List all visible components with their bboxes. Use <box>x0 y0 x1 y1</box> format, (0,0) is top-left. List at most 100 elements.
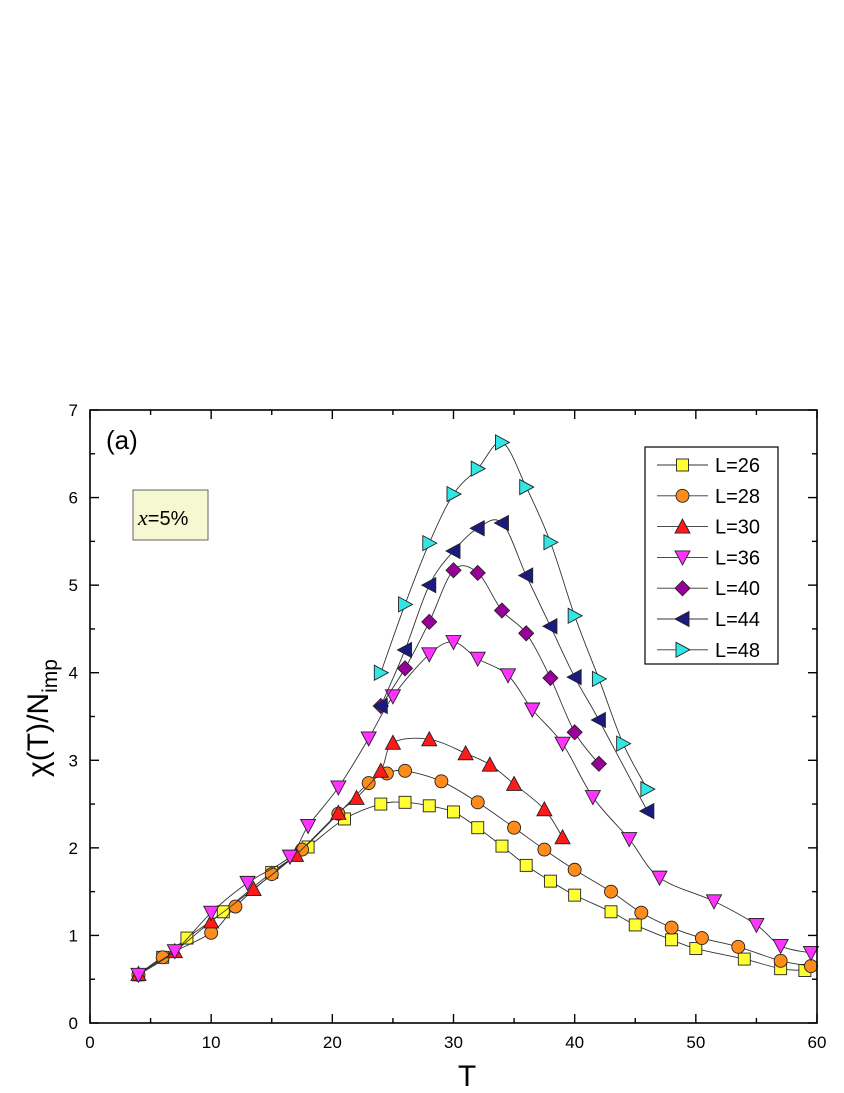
data-point <box>694 931 709 946</box>
data-point <box>384 734 402 750</box>
data-point <box>524 702 541 718</box>
legend-item: L=48 <box>657 640 760 662</box>
x-tick-label: 0 <box>85 1033 94 1052</box>
data-point <box>493 602 511 619</box>
data-point <box>421 730 438 747</box>
x-tick-label: 60 <box>808 1033 827 1052</box>
data-point <box>245 880 262 896</box>
legend-marker <box>675 641 691 659</box>
data-point <box>748 917 765 934</box>
data-point <box>507 820 522 835</box>
series-line <box>380 565 600 765</box>
data-point <box>469 651 486 668</box>
data-point <box>638 802 655 820</box>
legend-item: L=30 <box>657 517 760 539</box>
data-point <box>330 804 347 820</box>
series-L=48 <box>373 434 656 798</box>
data-point <box>469 564 486 582</box>
legend-label: L=36 <box>715 547 760 569</box>
y-axis-title-sub: imp <box>39 659 62 693</box>
y-tick-labels: 0 1 2 3 4 5 6 7 <box>69 401 78 1033</box>
inset-box: x=5% <box>132 489 209 541</box>
data-point <box>651 870 668 887</box>
data-point <box>421 613 438 631</box>
data-point <box>420 576 437 594</box>
data-point <box>640 780 656 798</box>
data-point <box>422 534 438 552</box>
data-point <box>361 776 376 791</box>
data-point <box>616 735 632 752</box>
data-point <box>470 795 485 810</box>
series-line <box>138 641 812 976</box>
data-point <box>447 805 460 819</box>
y-axis-title: χ(T)/Nimp <box>22 659 62 777</box>
data-point <box>281 849 299 866</box>
series-line <box>380 441 648 790</box>
legend-item: L=36 <box>657 547 760 569</box>
y-tick-label: 3 <box>69 751 78 770</box>
series-L=26 <box>132 795 812 982</box>
data-point <box>445 542 461 560</box>
data-point <box>705 894 723 910</box>
series-L=28 <box>131 763 818 982</box>
legend-item: L=28 <box>657 486 760 508</box>
data-point <box>499 668 517 684</box>
data-point <box>374 797 388 811</box>
legend-frame <box>644 446 779 665</box>
y-tick-label: 2 <box>69 839 78 858</box>
x-tick-label: 10 <box>202 1033 221 1052</box>
data-point <box>360 731 377 747</box>
data-point <box>398 596 414 613</box>
data-point <box>373 664 390 681</box>
legend-marker <box>676 458 689 472</box>
data-point <box>689 942 703 956</box>
legend-marker <box>674 518 691 534</box>
data-point <box>396 660 414 677</box>
data-point <box>604 884 618 899</box>
x-tick-label: 20 <box>323 1033 342 1052</box>
data-point <box>446 485 462 503</box>
data-point <box>554 828 571 845</box>
data-point <box>590 755 608 772</box>
legend-label: L=48 <box>715 640 760 662</box>
y-axis-title-main: χ(T)/N <box>22 693 55 777</box>
data-point <box>802 945 820 962</box>
series-L=44 <box>372 514 655 820</box>
data-point <box>567 862 582 877</box>
legend-marker <box>674 550 691 566</box>
data-point <box>434 774 449 789</box>
data-point <box>773 953 788 968</box>
series-layer <box>130 434 820 984</box>
data-point <box>372 762 390 778</box>
legend-marker <box>674 580 691 597</box>
legend-label: L=30 <box>715 517 760 539</box>
data-point <box>445 562 462 579</box>
data-point <box>737 952 751 966</box>
data-point <box>604 905 618 919</box>
data-point <box>665 933 679 947</box>
data-point <box>628 918 642 932</box>
data-point <box>457 744 474 761</box>
legend: L=26 L=28 L=30 L=36 L=40 L=44 L=48 <box>644 446 779 665</box>
panel-label: (a) <box>106 425 138 455</box>
legend-label: L=44 <box>715 609 760 631</box>
data-point <box>519 478 535 496</box>
data-point <box>398 763 412 778</box>
data-point <box>470 460 487 477</box>
data-point <box>519 858 533 872</box>
x-tick-label: 50 <box>686 1033 705 1052</box>
y-tick-label: 0 <box>69 1014 78 1033</box>
data-point <box>130 967 147 984</box>
data-point <box>536 800 553 817</box>
data-point <box>543 874 557 888</box>
svg-text:x=5%: x=5% <box>137 505 189 530</box>
plot-frame <box>89 409 818 1024</box>
data-point <box>469 519 485 537</box>
y-tick-label: 7 <box>69 401 78 420</box>
data-point <box>803 959 818 974</box>
legend-marker <box>675 488 690 503</box>
data-point <box>398 795 412 809</box>
data-point <box>481 756 499 772</box>
x-tick-label: 30 <box>444 1033 463 1052</box>
